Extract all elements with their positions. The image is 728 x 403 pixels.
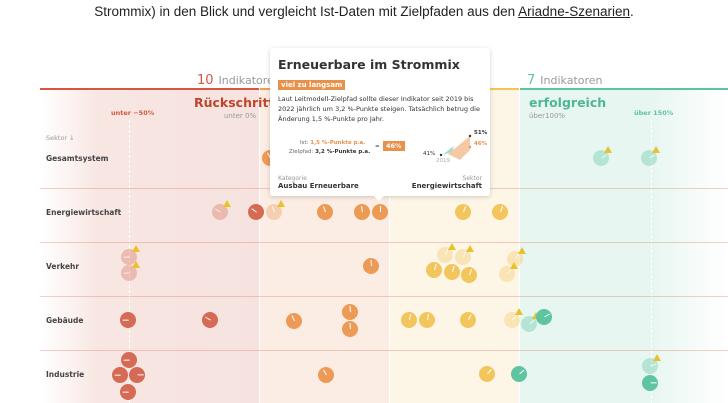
actual-value: 46% [474,141,488,147]
ziel-row: Zielpfad: 3,2 %-Punkte p.a. [289,149,371,155]
title-rueckschritt: Rückschritt [194,95,275,110]
warning-icon [466,245,474,252]
indicator-dot[interactable] [444,264,460,280]
count-rueckschritt: 10 Indikatoren [197,73,281,88]
indicator-dot[interactable] [354,204,370,220]
sector-gebaeude: Gebäude [46,316,84,325]
category-value: Ausbau Erneuerbare [278,182,359,190]
warning-icon [653,354,661,361]
indicator-tooltip: Erneuerbare im Strommix viel zu langsam … [270,48,490,201]
warning-icon [515,308,523,315]
warning-icon [652,146,660,153]
count-erfolgreich: 7 Indikatoren [527,73,603,88]
indicator-dot[interactable] [342,304,358,320]
start-value: 41% [423,151,436,157]
row-divider [40,242,728,243]
indicator-dot[interactable] [342,321,358,337]
indicator-dot[interactable] [499,266,515,282]
indicator-dot[interactable] [642,375,658,391]
warning-icon [604,146,612,153]
warning-icon [518,247,526,254]
warning-icon [132,261,140,268]
indicator-dot[interactable] [455,249,471,265]
indicator-dot[interactable] [593,150,609,166]
sector-label: Sektor [462,175,482,182]
indicator-dot[interactable] [120,384,136,400]
actual-point [468,145,472,149]
indicator-dot[interactable] [401,312,417,328]
indicator-dot[interactable] [112,367,128,383]
indicator-dot[interactable] [286,313,302,329]
row-divider [40,296,728,297]
indicator-dot[interactable] [461,267,477,283]
indicator-dot[interactable] [437,247,453,263]
reference-line-green [651,120,652,403]
tooltip-title: Erneuerbare im Strommix [278,57,460,72]
indicator-dot[interactable] [129,367,145,383]
warning-icon [223,200,231,207]
subtitle-rueckschritt: unter 0% [224,112,257,120]
warning-icon [448,243,456,250]
indicator-dot[interactable] [460,312,476,328]
mini-trend-chart [439,134,472,160]
intro-end: . [630,4,634,19]
tooltip-status-badge: viel zu langsam [278,80,346,90]
target-area [442,146,454,155]
indicator-dot[interactable] [479,366,495,382]
sector-value: Energiewirtschaft [411,182,482,190]
sector-sort-header[interactable]: Sektor ↓ [46,134,75,142]
indicator-dot[interactable] [504,312,520,328]
ratio-badge: 46% [383,141,405,151]
indicator-dot[interactable] [212,204,228,220]
reference-green: über 150% [634,109,674,117]
column-rueckschritt [40,88,259,403]
category-label: Kategorie [278,175,307,182]
indicator-dot[interactable] [317,204,333,220]
indicator-dot[interactable] [511,366,527,382]
target-value: 51% [474,130,488,136]
indicator-dot[interactable] [363,258,379,274]
intro-sentence: Strommix) in den Blick und vergleicht Is… [94,4,519,19]
indicator-dot[interactable] [121,352,137,368]
ariadne-link[interactable]: Ariadne-Szenarien [518,4,630,19]
ist-row: Ist: 1,5 %-Punkte p.a. [300,140,366,146]
indicator-dot[interactable] [318,367,334,383]
row-divider [40,350,728,351]
warning-icon [132,245,140,252]
warning-icon [277,200,285,207]
equals-sign: = [375,144,380,150]
reference-red: unter −50% [111,109,155,117]
sector-energiewirtschaft: Energiewirtschaft [46,208,122,217]
indicator-dot[interactable] [521,316,537,332]
start-year: 2019 [436,158,450,164]
warning-icon [510,262,518,269]
indicator-dot[interactable] [455,204,471,220]
indicator-dot[interactable] [121,265,137,281]
target-point [468,134,472,138]
indicator-dot[interactable] [120,312,136,328]
indicator-dot[interactable] [536,309,552,325]
indicator-dot[interactable] [202,312,218,328]
indicator-dot[interactable] [641,150,657,166]
indicator-dot[interactable] [372,204,388,220]
sector-verkehr: Verkehr [46,262,80,271]
title-erfolgreich: erfolgreich [529,95,607,110]
intro-text: Strommix) in den Blick und vergleicht Is… [0,4,728,19]
indicator-dot[interactable] [248,204,264,220]
sector-gesamtsystem: Gesamtsystem [46,154,109,163]
gap-area [448,136,470,160]
subtitle-erfolgreich: über100% [529,112,566,120]
sector-industrie: Industrie [46,370,85,379]
column-erfolgreich [520,88,728,403]
indicator-dot[interactable] [642,358,658,374]
start-point [439,153,443,157]
indicator-dot[interactable] [419,312,435,328]
tooltip-description: Laut Leitmodell-Zielpfad sollte dieser I… [278,95,480,123]
indicator-dot[interactable] [266,204,282,220]
indicator-dot[interactable] [492,204,508,220]
indicator-dot[interactable] [426,262,442,278]
